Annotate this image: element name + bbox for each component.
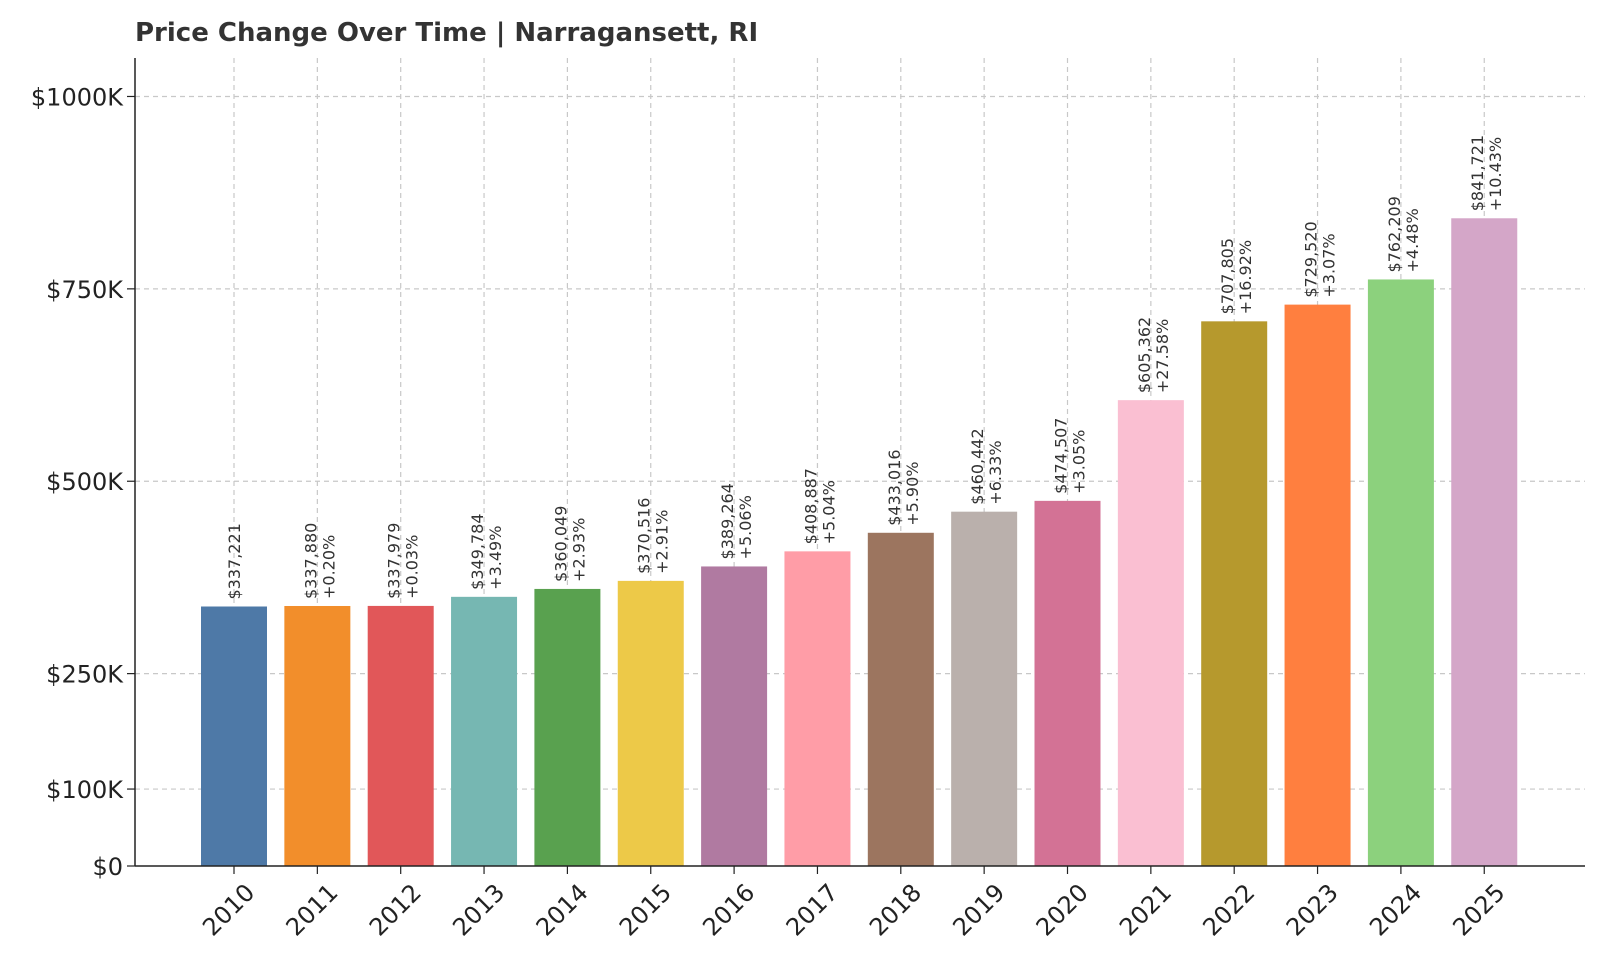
x-tick-label: 2018: [864, 878, 927, 941]
value-label: $433,016: [885, 449, 904, 525]
x-tick-label: 2023: [1281, 878, 1344, 941]
bar-2016: [701, 566, 768, 866]
value-label: $762,209: [1385, 196, 1404, 272]
change-label: +10.43%: [1486, 137, 1505, 211]
change-label: +3.07%: [1320, 233, 1339, 297]
change-label: +4.48%: [1403, 208, 1422, 272]
y-tick-label: $750K: [46, 276, 124, 304]
x-tick-label: 2015: [614, 878, 677, 941]
change-label: +2.93%: [569, 518, 588, 582]
value-label: $605,362: [1135, 317, 1154, 393]
x-tick-label: 2011: [281, 878, 344, 941]
change-label: +5.90%: [903, 462, 922, 526]
bar-2010: [201, 606, 267, 866]
x-tick-label: 2024: [1364, 878, 1427, 941]
bar-2014: [534, 588, 601, 866]
y-tick-label: $100K: [46, 776, 124, 804]
change-label: +16.92%: [1236, 240, 1255, 314]
bar-2025: [1451, 218, 1518, 867]
value-label: $337,880: [301, 523, 320, 599]
value-label: $337,979: [385, 523, 404, 599]
x-tick-label: 2020: [1031, 878, 1094, 941]
value-label: $360,049: [551, 506, 570, 582]
change-label: +0.03%: [403, 535, 422, 599]
value-label: $460,442: [968, 428, 987, 504]
change-label: +5.04%: [819, 480, 838, 544]
value-label: $349,784: [468, 513, 487, 589]
x-tick-label: 2021: [1114, 878, 1177, 941]
bar-2022: [1201, 321, 1268, 866]
x-tick-label: 2010: [197, 878, 260, 941]
change-label: +6.33%: [986, 440, 1005, 504]
value-label: $408,887: [801, 468, 820, 544]
value-label: $337,221: [225, 523, 244, 599]
change-label: +0.20%: [319, 535, 338, 599]
bar-2019: [951, 511, 1018, 866]
bar-2024: [1367, 279, 1434, 866]
bar-2015: [617, 580, 684, 866]
value-label: $389,264: [718, 483, 737, 559]
x-tick-label: 2022: [1197, 878, 1260, 941]
value-label: $370,516: [635, 498, 654, 574]
x-tick-label: 2012: [364, 878, 427, 941]
chart-title: Price Change Over Time | Narragansett, R…: [135, 18, 759, 48]
value-label: $474,507: [1052, 418, 1071, 494]
x-tick-label: 2014: [531, 878, 594, 941]
x-tick-label: 2017: [781, 878, 844, 941]
bar-2017: [784, 551, 851, 866]
value-label: $841,721: [1468, 135, 1487, 211]
x-tick-label: 2025: [1448, 878, 1511, 941]
change-label: +3.05%: [1070, 430, 1089, 494]
x-tick-label: 2013: [447, 878, 510, 941]
change-label: +2.91%: [653, 510, 672, 574]
x-tick-label: 2016: [697, 878, 760, 941]
y-tick-label: $250K: [46, 661, 124, 689]
value-label: $707,805: [1218, 238, 1237, 314]
bar-2020: [1034, 500, 1101, 866]
y-tick-label: $1000K: [31, 83, 124, 111]
change-label: +27.58%: [1153, 319, 1172, 393]
y-tick-label: $0: [92, 853, 123, 881]
value-label: $729,520: [1302, 221, 1321, 297]
bar-2013: [451, 596, 518, 866]
bar-2018: [867, 532, 934, 866]
x-tick-label: 2019: [947, 878, 1010, 941]
change-label: +5.06%: [736, 495, 755, 559]
change-label: +3.49%: [486, 526, 505, 590]
bar-2021: [1117, 400, 1184, 866]
bar-2011: [284, 605, 351, 866]
bar-2023: [1284, 304, 1351, 866]
y-tick-label: $500K: [46, 468, 124, 496]
bar-2012: [367, 605, 434, 866]
